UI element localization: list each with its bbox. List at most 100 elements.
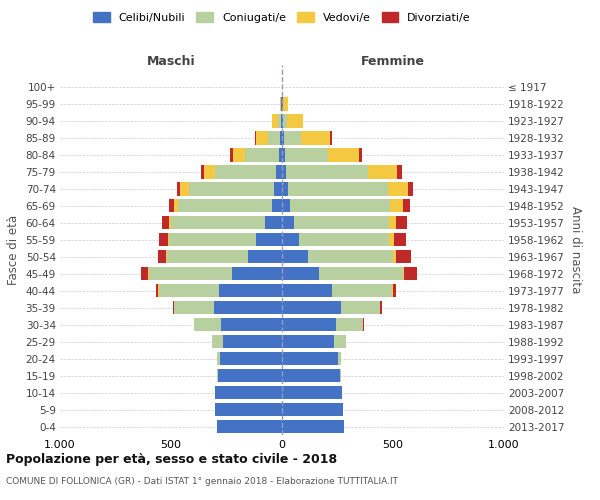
Bar [294,216,389,230]
Bar [337,352,341,365]
Bar [282,267,319,280]
Bar [404,267,417,280]
Bar [204,166,215,178]
Text: Popolazione per età, sesso e stato civile - 2018: Popolazione per età, sesso e stato civil… [6,452,337,466]
Bar [162,216,169,230]
Bar [397,250,411,264]
Bar [217,420,282,433]
Bar [176,182,180,196]
Bar [272,200,282,212]
Bar [220,352,282,365]
Bar [167,250,248,264]
Bar [282,301,341,314]
Bar [299,233,389,246]
Bar [394,233,406,246]
Bar [282,233,299,246]
Bar [283,114,287,128]
Bar [278,148,282,162]
Bar [334,335,346,348]
Bar [272,114,278,128]
Bar [332,284,392,298]
Y-axis label: Anni di nascita: Anni di nascita [569,206,581,294]
Bar [388,182,407,196]
Bar [330,132,332,144]
Bar [284,148,328,162]
Bar [219,284,282,298]
Y-axis label: Fasce di età: Fasce di età [7,215,20,285]
Bar [175,301,214,314]
Bar [282,114,283,128]
Bar [173,301,174,314]
Bar [245,148,278,162]
Bar [287,114,303,128]
Bar [189,182,274,196]
Bar [393,250,397,264]
Bar [173,200,178,212]
Bar [301,132,330,144]
Bar [277,166,282,178]
Bar [282,148,284,162]
Text: COMUNE DI FOLLONICA (GR) - Dati ISTAT 1° gennaio 2018 - Elaborazione TUTTITALIA.: COMUNE DI FOLLONICA (GR) - Dati ISTAT 1°… [6,478,398,486]
Bar [194,318,221,332]
Bar [217,352,220,365]
Bar [282,420,344,433]
Bar [328,148,359,162]
Bar [149,267,232,280]
Bar [223,335,282,348]
Bar [169,233,256,246]
Bar [221,318,282,332]
Bar [341,301,380,314]
Bar [337,318,363,332]
Bar [280,98,281,110]
Bar [403,200,410,212]
Bar [230,148,233,162]
Bar [215,166,277,178]
Bar [215,403,282,416]
Bar [281,114,282,128]
Bar [278,114,281,128]
Bar [340,369,341,382]
Bar [389,233,394,246]
Bar [282,182,288,196]
Bar [282,369,340,382]
Text: Maschi: Maschi [146,54,196,68]
Bar [159,284,219,298]
Bar [201,166,204,178]
Bar [359,148,362,162]
Bar [282,284,332,298]
Bar [178,200,272,212]
Bar [282,403,343,416]
Bar [169,216,171,230]
Bar [217,369,218,382]
Bar [215,386,282,399]
Bar [282,352,337,365]
Bar [363,318,364,332]
Bar [218,369,282,382]
Bar [403,267,404,280]
Bar [233,148,245,162]
Bar [248,250,282,264]
Bar [319,267,403,280]
Bar [156,284,158,298]
Bar [283,98,288,110]
Bar [282,386,342,399]
Bar [282,318,337,332]
Bar [280,132,282,144]
Bar [158,250,166,264]
Bar [148,267,149,280]
Bar [268,132,280,144]
Bar [232,267,282,280]
Bar [290,200,390,212]
Bar [282,200,290,212]
Bar [142,267,148,280]
Bar [282,216,294,230]
Bar [368,166,397,178]
Bar [254,132,256,144]
Bar [180,182,189,196]
Bar [169,200,173,212]
Bar [396,216,407,230]
Bar [284,132,301,144]
Bar [281,98,282,110]
Bar [288,182,388,196]
Bar [282,335,334,348]
